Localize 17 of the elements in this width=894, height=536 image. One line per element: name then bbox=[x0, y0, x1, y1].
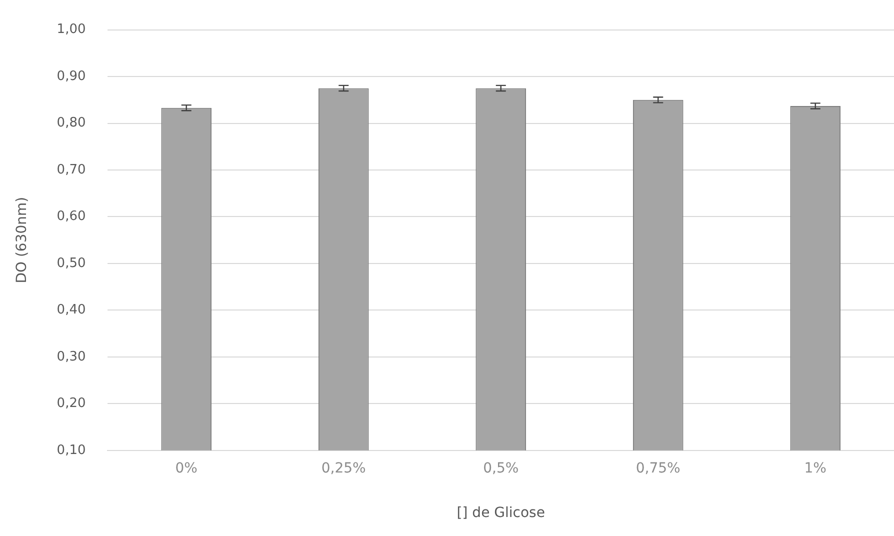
x-tick-label: 0,75% bbox=[636, 460, 680, 476]
y-tick-label: 0,10 bbox=[56, 442, 86, 458]
x-axis-title: [] de Glicose bbox=[456, 505, 545, 522]
x-tick-label: 0% bbox=[175, 460, 198, 476]
y-tick-label: 1,00 bbox=[56, 22, 86, 38]
y-tick-label: 0,80 bbox=[56, 116, 86, 131]
x-tick-label: 0,25% bbox=[321, 460, 366, 476]
y-tick-label: 0,40 bbox=[56, 302, 86, 318]
y-tick-label: 0,60 bbox=[56, 209, 86, 224]
x-tick-label: 1% bbox=[804, 460, 826, 476]
y-tick-label: 0,20 bbox=[56, 396, 86, 412]
y-tick-label: 0,70 bbox=[56, 162, 86, 178]
y-axis-title: DO (630nm) bbox=[14, 196, 30, 284]
y-tick-label: 0,50 bbox=[56, 256, 86, 271]
y-tick-label: 0,90 bbox=[56, 68, 86, 84]
x-tick-label: 0,5% bbox=[483, 460, 519, 476]
y-tick-label: 0,30 bbox=[56, 349, 86, 364]
